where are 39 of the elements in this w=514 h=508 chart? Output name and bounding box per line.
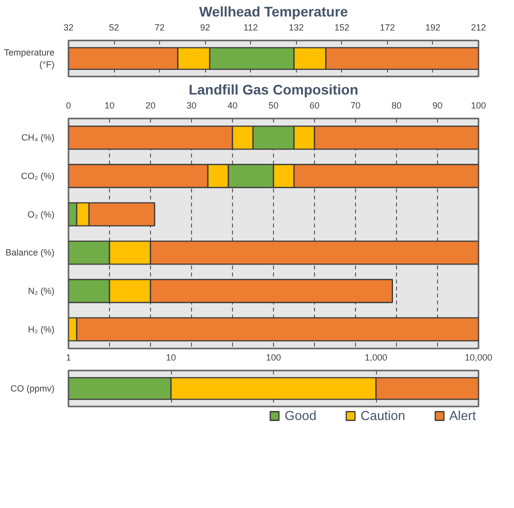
x-tick-label: 40 bbox=[227, 100, 238, 110]
x-tick-label: 72 bbox=[154, 22, 165, 32]
x-tick-label: 1,000 bbox=[364, 352, 388, 362]
chart-title: Landfill Gas Composition bbox=[188, 82, 358, 98]
x-tick-label: 70 bbox=[350, 100, 361, 110]
y-tick-label: Balance (%) bbox=[5, 248, 55, 258]
x-tick-label: 112 bbox=[244, 22, 258, 32]
y-tick-label: H₂ (%) bbox=[28, 324, 55, 334]
y-tick-label: CH₄ (%) bbox=[21, 132, 55, 143]
x-tick-label: 10,000 bbox=[464, 352, 492, 362]
x-tick-label: 52 bbox=[109, 22, 120, 32]
x-tick-label: 32 bbox=[63, 22, 74, 32]
legend-label: Caution bbox=[360, 408, 406, 423]
chart-title: Wellhead Temperature bbox=[199, 4, 348, 20]
x-tick-label: 60 bbox=[309, 100, 320, 110]
x-tick-label: 132 bbox=[288, 22, 304, 32]
x-tick-label: 92 bbox=[200, 22, 210, 32]
legend-label: Alert bbox=[449, 408, 476, 423]
x-tick-label: 100 bbox=[266, 352, 282, 362]
x-tick-label: 172 bbox=[380, 22, 395, 32]
x-tick-label: 1 bbox=[66, 352, 72, 362]
legend-label: Good bbox=[284, 408, 316, 423]
x-tick-label: 100 bbox=[470, 100, 486, 110]
y-tick-label: CO₂ (%) bbox=[21, 171, 55, 181]
x-tick-label: 212 bbox=[470, 22, 486, 32]
x-tick-label: 90 bbox=[432, 100, 443, 110]
x-tick-label: 50 bbox=[268, 100, 279, 110]
x-tick-label: 20 bbox=[145, 100, 156, 110]
x-tick-label: 10 bbox=[104, 100, 115, 110]
x-tick-label: 192 bbox=[425, 22, 440, 32]
x-tick-label: 30 bbox=[186, 100, 197, 110]
x-tick-label: 10 bbox=[166, 352, 176, 362]
y-tick-label: Temperature (°F) bbox=[4, 48, 55, 70]
y-tick-label: O₂ (%) bbox=[28, 209, 55, 220]
x-tick-label: 0 bbox=[66, 100, 72, 110]
y-tick-label: N₂ (%) bbox=[28, 286, 55, 296]
x-tick-label: 152 bbox=[334, 22, 350, 32]
y-tick-label: CO (ppmv) bbox=[10, 384, 55, 394]
x-tick-label: 80 bbox=[391, 100, 402, 110]
